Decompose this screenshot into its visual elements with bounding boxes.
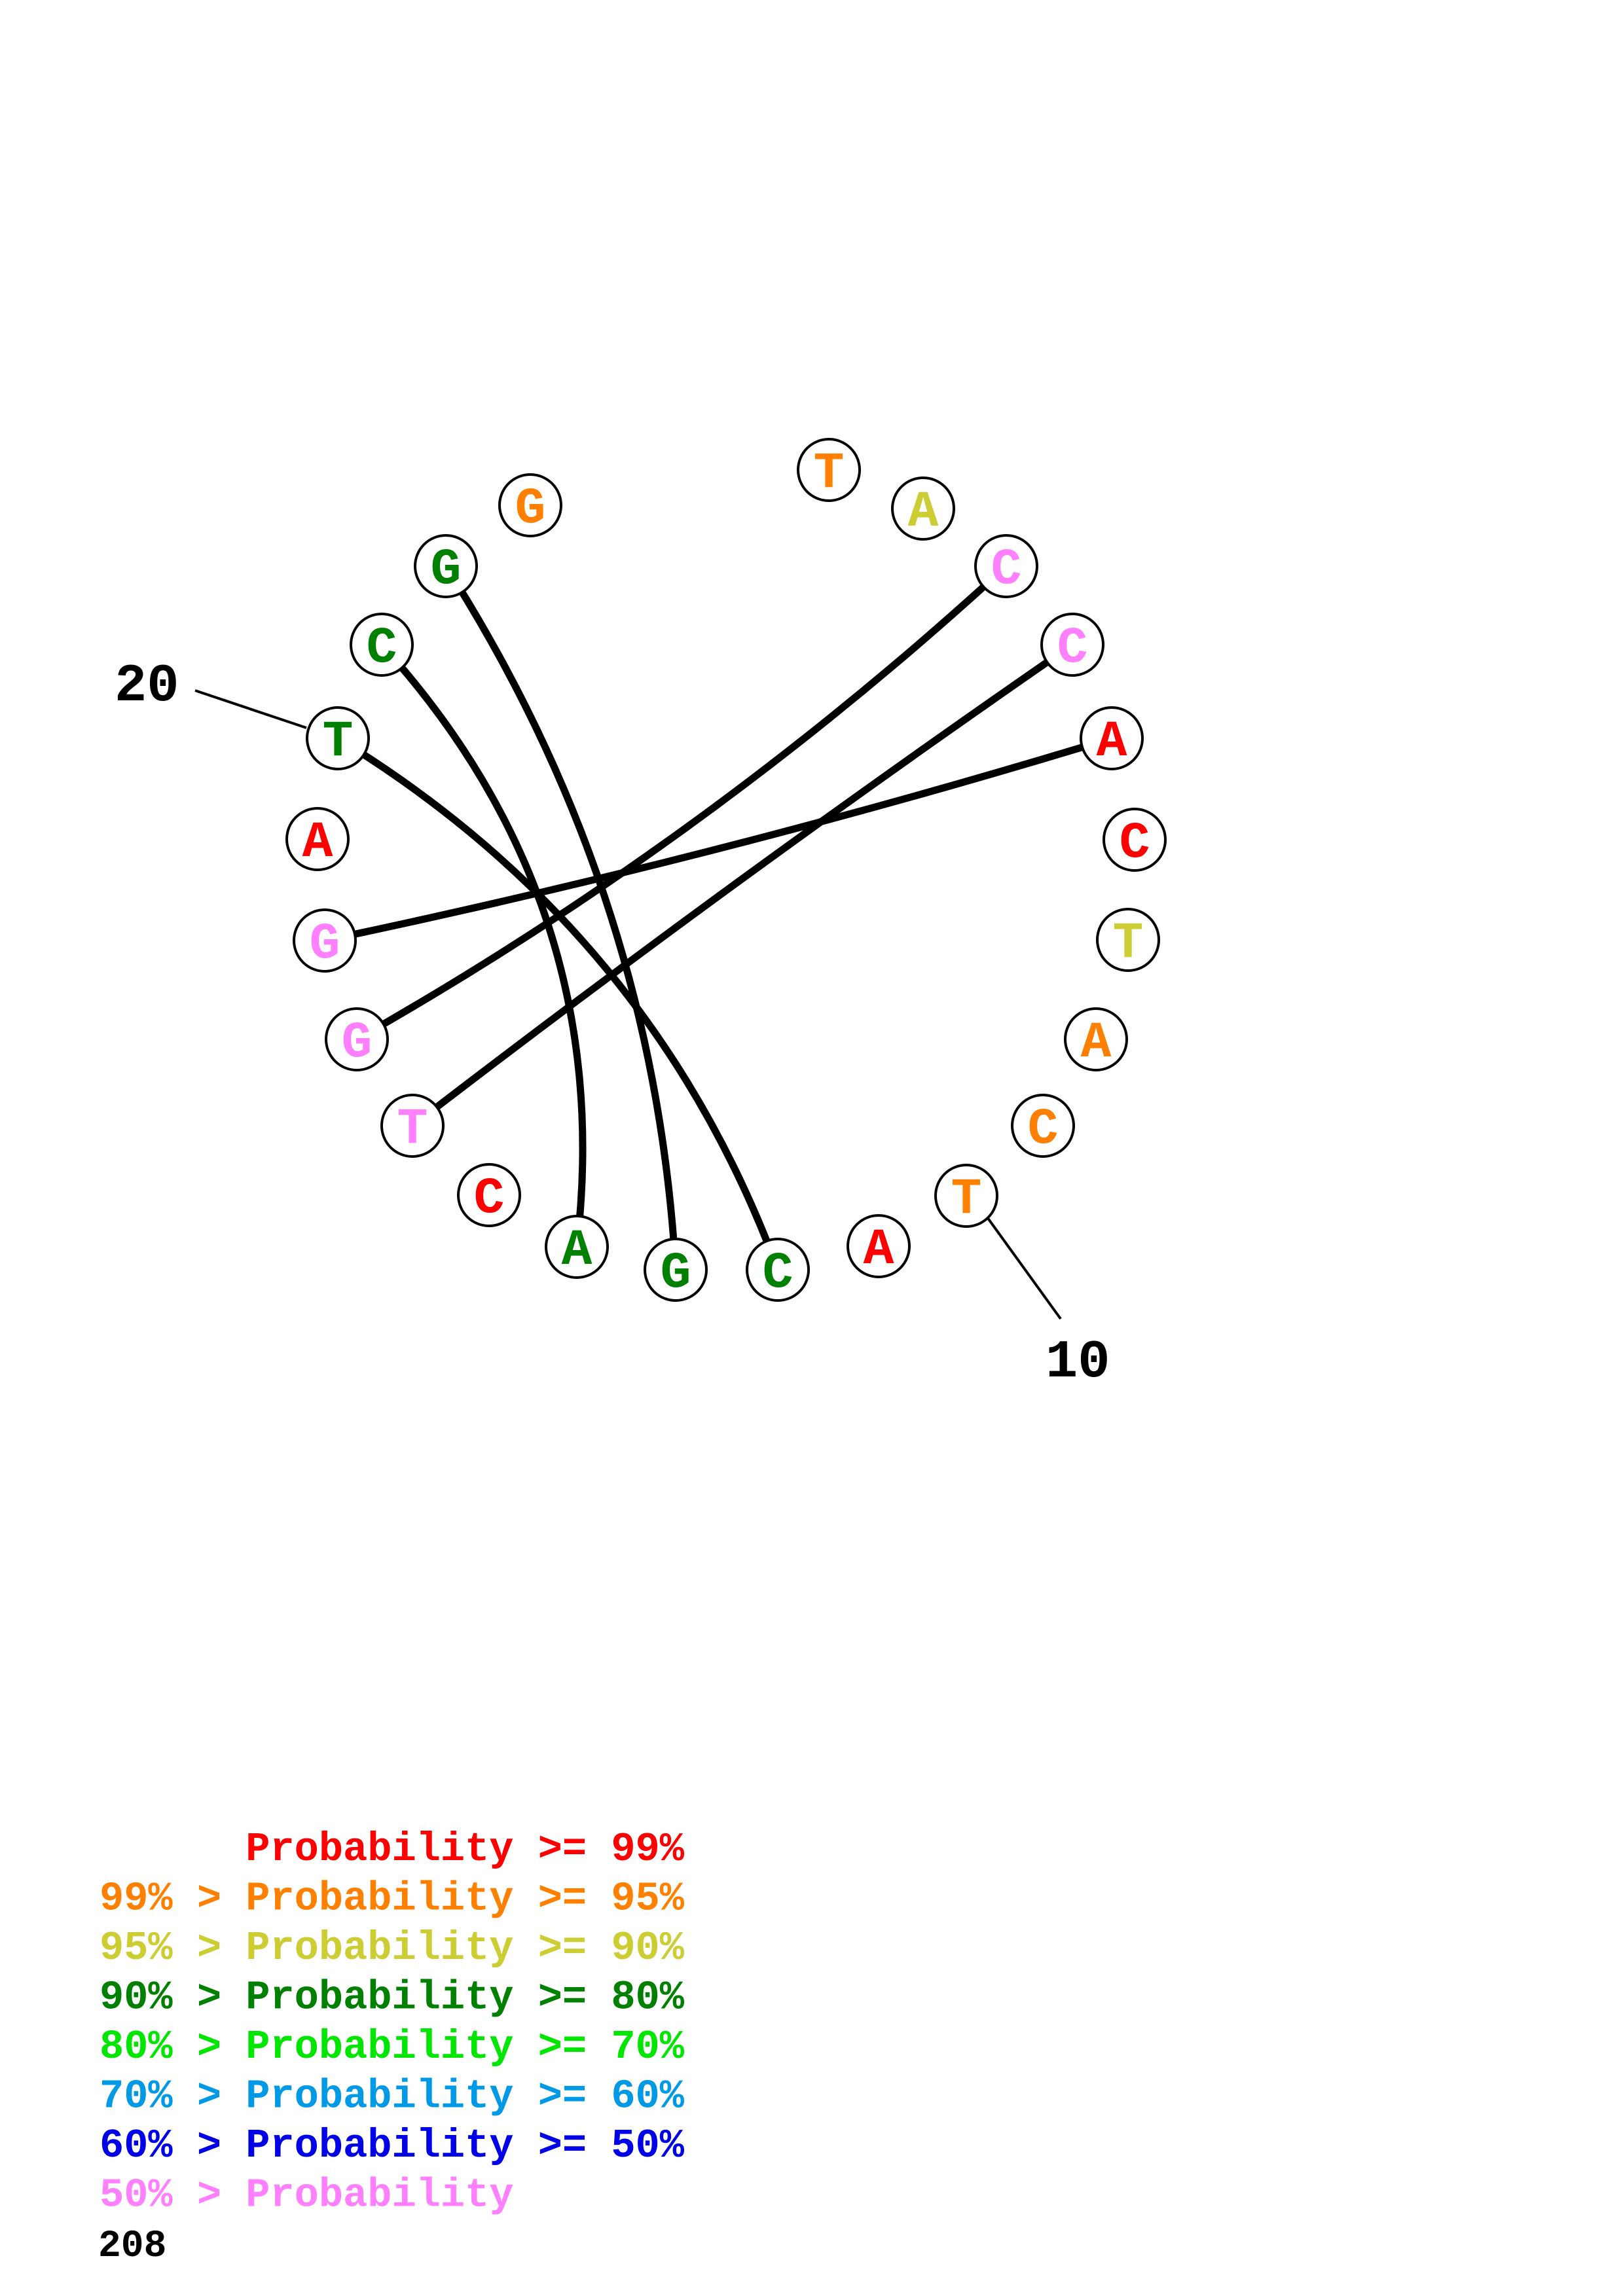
nucleotide-letter: A: [908, 484, 939, 541]
nucleotide: A: [1064, 1007, 1128, 1072]
nucleotide-circle: [380, 1094, 445, 1158]
nucleotide-letter: A: [302, 814, 333, 872]
position-label: 20: [115, 656, 179, 717]
nucleotide-circle: [1080, 706, 1144, 770]
nucleotide: G: [498, 473, 562, 538]
nucleotide-letter: G: [515, 480, 546, 538]
nucleotide-letter: G: [431, 541, 462, 599]
nucleotide-circle: [498, 473, 562, 537]
nucleotide-circle: [934, 1164, 998, 1228]
nucleotide: T: [797, 438, 861, 503]
nucleotide: C: [1040, 613, 1104, 677]
nucleotide-circle: [1096, 908, 1160, 972]
legend-row: 50% > Probability: [100, 2172, 514, 2219]
nucleotide: C: [746, 1238, 810, 1302]
base-pair-arc: [443, 564, 680, 1270]
nucleotide: C: [1011, 1094, 1075, 1158]
nucleotide: C: [1103, 808, 1167, 872]
nucleotide-circle: [306, 706, 370, 770]
nucleotide-circle: [1040, 613, 1104, 677]
nucleotide-circle: [293, 908, 357, 973]
position-label-leader: [194, 689, 307, 729]
nucleotide: C: [457, 1163, 521, 1228]
nucleotide-circle: [1103, 808, 1167, 872]
nucleotide-circle: [545, 1215, 609, 1279]
position-label: 10: [1046, 1332, 1110, 1393]
nucleotide: C: [974, 534, 1038, 599]
nucleotide-circle: [414, 534, 478, 598]
position-label-leader: [986, 1216, 1062, 1320]
nucleotide-circle: [797, 438, 861, 502]
nucleotide: A: [545, 1215, 609, 1280]
nucleotide-letter: C: [367, 620, 397, 677]
base-pair-connections: [323, 563, 1113, 1271]
nucleotide-letter: T: [397, 1101, 428, 1158]
nucleotide-circle: [974, 534, 1038, 598]
nucleotide: G: [414, 534, 478, 599]
legend-row: 90% > Probability >= 80%: [100, 1975, 685, 2021]
legend-row: 60% > Probability >= 50%: [100, 2123, 685, 2169]
base-pair-arc: [355, 563, 1009, 1043]
legend-row: 80% > Probability >= 70%: [100, 2024, 685, 2070]
legend-row: Probability >= 99%: [100, 1826, 685, 1873]
nucleotide-circle: [1011, 1094, 1075, 1158]
nucleotide-letter: C: [474, 1170, 505, 1228]
nucleotide-letter: T: [323, 713, 354, 771]
nucleotide-letter: T: [1113, 915, 1144, 973]
probability-legend: Probability >= 99%99% > Probability >= 9…: [100, 1826, 685, 2219]
nucleotide-letter: A: [1081, 1014, 1112, 1072]
nucleotide-letter: C: [991, 541, 1022, 599]
nucleotide: G: [325, 1007, 389, 1072]
nucleotide: G: [644, 1238, 708, 1302]
nucleotide-circle: [1064, 1007, 1128, 1071]
nucleotide-circle: [285, 807, 350, 871]
nucleotide-letter: C: [763, 1245, 793, 1302]
nucleotide: T: [1096, 908, 1160, 973]
nucleotide-letter: G: [310, 916, 340, 973]
nucleotide-circle: [891, 476, 955, 541]
nucleotide-letter: A: [562, 1222, 593, 1280]
nucleotide: T: [306, 706, 370, 771]
base-pair-arc: [336, 735, 782, 1271]
nucleotide-letter: T: [951, 1171, 982, 1229]
nucleotide: C: [350, 613, 414, 677]
nucleotide-letter: T: [814, 445, 845, 503]
legend-row: 99% > Probability >= 95%: [100, 1876, 685, 1922]
nucleotide-circle: [644, 1238, 708, 1302]
nucleotide-circle: [350, 613, 414, 677]
nucleotide: A: [891, 476, 955, 541]
nucleotide: A: [1080, 706, 1144, 771]
nucleotide-circle: [457, 1163, 521, 1227]
nucleotide-letter: G: [342, 1014, 373, 1072]
legend-row: 70% > Probability >= 60%: [100, 2073, 685, 2120]
nucleotide-circle: [325, 1007, 389, 1071]
nucleotide: A: [847, 1214, 911, 1279]
nucleotide-circle: [746, 1238, 810, 1302]
nucleotide: T: [934, 1164, 998, 1229]
nucleotide-letter: A: [864, 1221, 894, 1279]
nucleotide-letter: C: [1028, 1101, 1059, 1158]
base-pair-arc: [410, 641, 1075, 1129]
nucleotide-letter: C: [1057, 620, 1088, 677]
nucleotide-letter: G: [661, 1245, 691, 1302]
nucleotide: G: [293, 908, 357, 973]
nucleotide: A: [285, 807, 350, 872]
nucleotide-letter: A: [1097, 713, 1127, 771]
nucleotide-circle: [847, 1214, 911, 1278]
legend-row: 95% > Probability >= 90%: [100, 1925, 685, 1971]
footer-number: 208: [98, 2225, 166, 2268]
base-pair-arc: [323, 734, 1113, 944]
nucleotide: T: [380, 1094, 445, 1158]
nucleotide-letter: C: [1120, 815, 1150, 872]
